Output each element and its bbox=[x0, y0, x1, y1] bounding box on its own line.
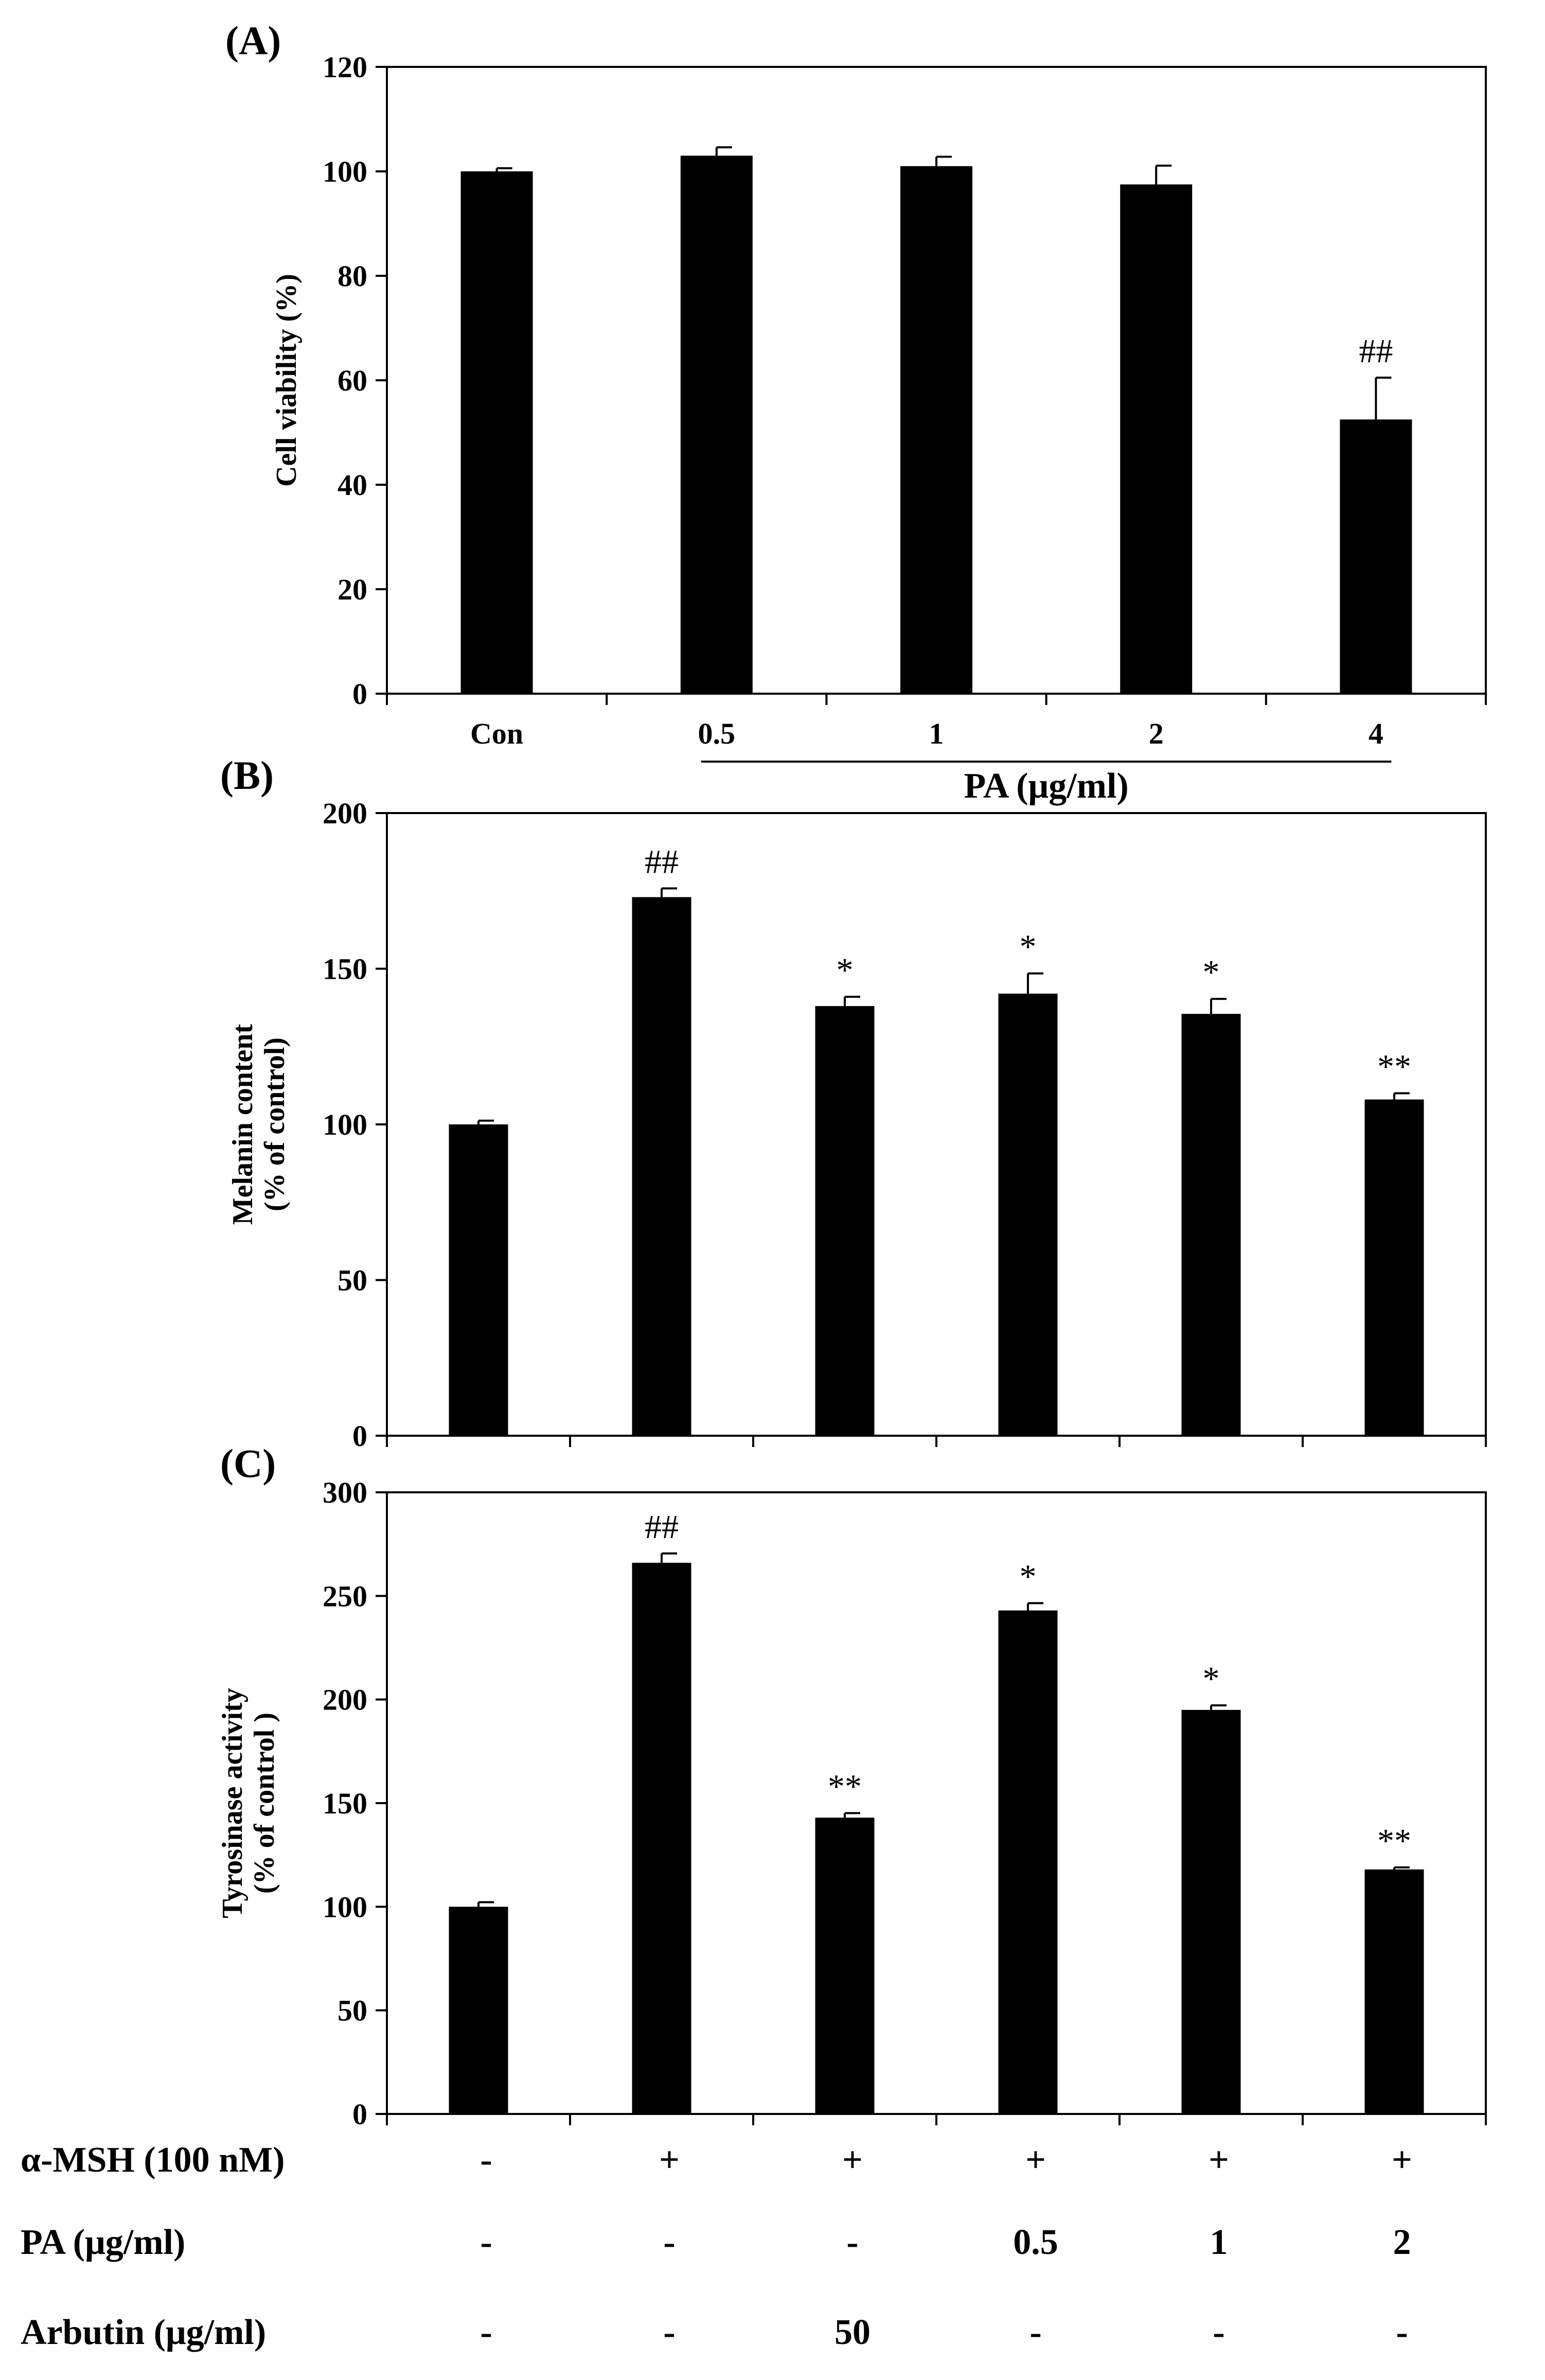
panel-label: (C) bbox=[220, 1441, 276, 1486]
bar bbox=[815, 1006, 875, 1436]
treatment-row-label: PA (μg/ml) bbox=[21, 2223, 185, 2262]
bar bbox=[1364, 1099, 1424, 1436]
treatment-value: - bbox=[663, 2223, 675, 2262]
bar bbox=[632, 1562, 691, 2114]
treatment-row-label: Arbutin (μg/ml) bbox=[21, 2313, 266, 2352]
bar bbox=[449, 1124, 508, 1436]
treatment-value: + bbox=[1392, 2140, 1412, 2180]
treatment-value: - bbox=[1396, 2313, 1408, 2352]
chart-cell-viability: 0 20 40 60 80 100 120 ## Con 0.5 1 2 4 PA (μg/ml) Cell… bbox=[225, 18, 1487, 806]
significance-label: * bbox=[837, 951, 854, 989]
treatment-table: α-MSH (100 nM) - + + + + + PA (μg/ml) - - - 0.5 1 2 Ar… bbox=[21, 2140, 1412, 2352]
significance-label: * bbox=[1203, 954, 1220, 991]
x-tick-label: 1 bbox=[929, 717, 944, 750]
bar bbox=[1181, 1709, 1241, 2114]
y-tick-label: 200 bbox=[323, 1683, 367, 1717]
bar bbox=[449, 1907, 508, 2114]
significance-label: * bbox=[1020, 928, 1037, 966]
x-tick-label: Con bbox=[470, 717, 523, 750]
treatment-value: + bbox=[659, 2140, 680, 2180]
bar bbox=[1364, 1869, 1424, 2114]
significance-label: * bbox=[1020, 1558, 1037, 1595]
significance-label: ** bbox=[828, 1768, 862, 1805]
y-tick-label: 300 bbox=[323, 1476, 367, 1509]
treatment-value: + bbox=[1209, 2140, 1229, 2180]
treatment-value: + bbox=[1025, 2140, 1046, 2180]
significance-label: ## bbox=[1359, 332, 1393, 370]
bar bbox=[680, 155, 753, 694]
treatment-row-label: α-MSH (100 nM) bbox=[21, 2140, 285, 2180]
y-axis-title: (% of control ) bbox=[248, 1713, 280, 1894]
y-tick-label: 150 bbox=[323, 1787, 367, 1820]
treatment-value: - bbox=[663, 2313, 675, 2352]
treatment-value: - bbox=[480, 2140, 492, 2180]
treatment-value: 0.5 bbox=[1013, 2223, 1058, 2262]
y-tick-label: 80 bbox=[338, 259, 367, 293]
treatment-value: 2 bbox=[1393, 2223, 1411, 2262]
y-axis-title: (% of control) bbox=[259, 1037, 291, 1211]
treatment-value: 50 bbox=[834, 2313, 871, 2352]
group-label: PA (μg/ml) bbox=[964, 766, 1128, 806]
y-tick-label: 150 bbox=[323, 953, 367, 986]
y-tick-label: 0 bbox=[352, 2097, 367, 2131]
y-tick-label: 20 bbox=[338, 573, 367, 606]
y-tick-label: 40 bbox=[338, 468, 367, 502]
y-axis-title: Cell viability (%) bbox=[271, 274, 303, 487]
bar bbox=[1181, 1014, 1241, 1436]
treatment-value: - bbox=[480, 2313, 492, 2352]
plot-frame bbox=[386, 812, 1487, 1437]
y-tick-label: 0 bbox=[352, 1419, 367, 1453]
significance-label: ## bbox=[645, 843, 679, 880]
significance-label: ** bbox=[1377, 1048, 1411, 1086]
treatment-value: - bbox=[1213, 2313, 1224, 2352]
treatment-value: - bbox=[480, 2223, 492, 2262]
x-tick-label: 2 bbox=[1149, 717, 1164, 750]
panel-label: (B) bbox=[220, 753, 274, 798]
bar bbox=[632, 897, 691, 1436]
bar bbox=[1340, 419, 1412, 694]
y-tick-label: 100 bbox=[323, 1890, 367, 1924]
bar bbox=[1120, 184, 1193, 694]
x-tick-label: 4 bbox=[1369, 717, 1383, 750]
bar bbox=[998, 993, 1058, 1436]
y-tick-label: 250 bbox=[323, 1579, 367, 1613]
bar bbox=[900, 166, 972, 694]
plot-frame bbox=[386, 1491, 1487, 2115]
bar bbox=[815, 1818, 875, 2114]
y-tick-label: 100 bbox=[323, 155, 367, 188]
x-tick-label: 0.5 bbox=[698, 717, 736, 750]
y-tick-label: 60 bbox=[338, 364, 367, 397]
panel-label: (A) bbox=[225, 18, 281, 63]
y-tick-label: 50 bbox=[338, 1994, 367, 2028]
y-tick-label: 200 bbox=[323, 797, 367, 830]
treatment-value: - bbox=[1029, 2313, 1041, 2352]
significance-label: ## bbox=[645, 1508, 679, 1546]
significance-label: ** bbox=[1377, 1822, 1411, 1860]
bar bbox=[460, 171, 533, 694]
y-tick-label: 120 bbox=[323, 50, 367, 84]
y-tick-label: 50 bbox=[338, 1264, 367, 1297]
treatment-value: + bbox=[842, 2140, 863, 2180]
treatment-value: - bbox=[846, 2223, 858, 2262]
y-tick-label: 0 bbox=[352, 677, 367, 711]
bar bbox=[998, 1610, 1058, 2114]
y-axis-title: Melanin content bbox=[227, 1024, 259, 1225]
significance-label: * bbox=[1203, 1660, 1220, 1698]
treatment-value: 1 bbox=[1210, 2223, 1228, 2262]
y-tick-label: 100 bbox=[323, 1108, 367, 1141]
y-axis-title: Tyrosinase activity bbox=[217, 1688, 248, 1918]
